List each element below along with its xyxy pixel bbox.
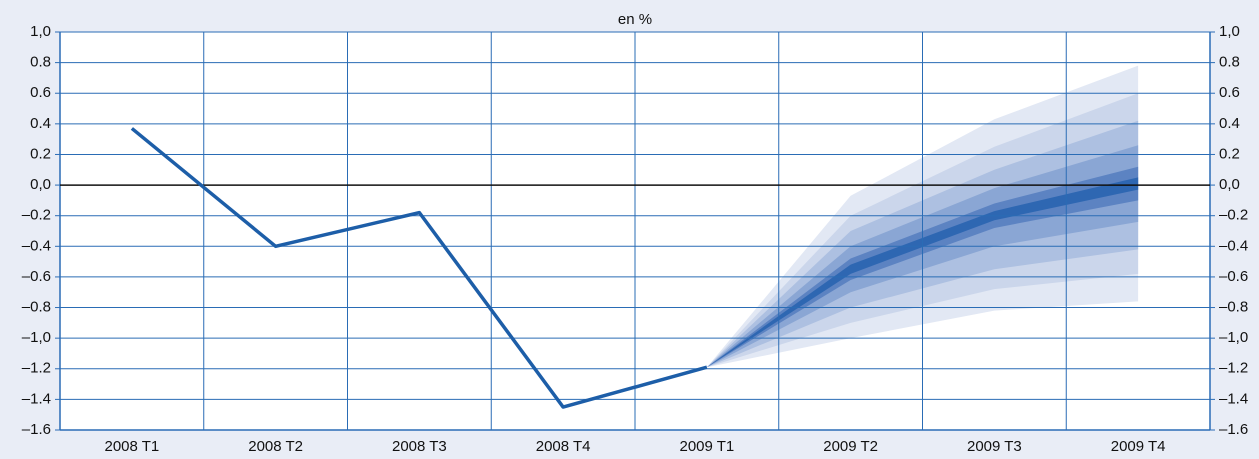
y2-tick-label: –0.6 [1219,268,1248,285]
y-tick-label: 0.6 [30,84,51,101]
x-tick-label: 2009 T2 [823,438,878,455]
y-tick-label: 0,0 [30,176,51,193]
y-tick-label: –0.6 [22,268,51,285]
y-tick-label: 0.2 [30,145,51,162]
y-tick-label: 1,0 [30,23,51,40]
x-tick-label: 2009 T4 [1111,438,1166,455]
y2-tick-label: 0.6 [1219,84,1240,101]
y2-tick-label: –0.4 [1219,237,1248,254]
y-tick-label: –1.6 [22,421,51,438]
y2-tick-label: 0.4 [1219,115,1240,132]
y2-tick-label: 1,0 [1219,23,1240,40]
fan-band [706,166,1139,368]
y-tick-label: 0.8 [30,54,51,71]
y2-tick-label: 0.2 [1219,145,1240,162]
chart-title: en % [618,11,652,28]
data-line [130,127,708,409]
y2-tick-label: –1,0 [1219,329,1248,346]
fan-band [706,177,1139,368]
y-tick-label: –1.2 [22,360,51,377]
y-tick-label: –1.4 [22,390,51,407]
x-tick-label: 2008 T4 [536,438,591,455]
y2-tick-label: –1.2 [1219,360,1248,377]
x-tick-label: 2008 T2 [248,438,303,455]
y-tick-label: –0.2 [22,207,51,224]
y-tick-label: –1,0 [22,329,51,346]
y2-tick-label: –1.6 [1219,421,1248,438]
x-tick-label: 2009 T3 [967,438,1022,455]
x-tick-label: 2008 T3 [392,438,447,455]
y-tick-label: –0.8 [22,299,51,316]
y2-tick-label: 0,0 [1219,176,1240,193]
x-tick-label: 2008 T1 [104,438,159,455]
x-tick-label: 2009 T1 [679,438,734,455]
y2-tick-label: –1.4 [1219,390,1248,407]
y2-tick-label: –0.2 [1219,207,1248,224]
y2-tick-label: –0.8 [1219,299,1248,316]
y-tick-label: 0.4 [30,115,51,132]
y-tick-label: –0.4 [22,237,51,254]
y2-tick-label: 0.8 [1219,54,1240,71]
